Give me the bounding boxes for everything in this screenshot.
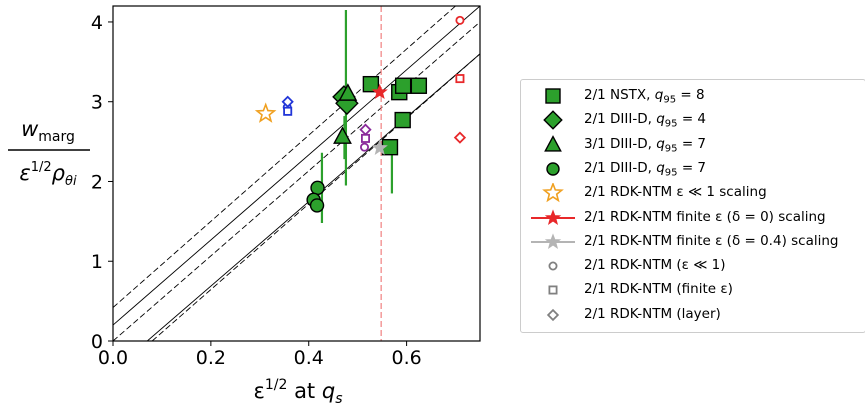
legend-marker — [548, 285, 558, 295]
x-tick-label: 0.6 — [391, 347, 421, 369]
y-tick-label: 3 — [91, 92, 103, 114]
legend-circle-icon — [546, 162, 560, 176]
legend-marker — [543, 110, 563, 131]
legend-star-open-icon — [542, 183, 564, 203]
legend-item: 2/1 RDK-NTM (ε ≪ 1) — [521, 255, 865, 277]
data-point — [362, 75, 380, 93]
legend-label: 2/1 RDK-NTM finite ε (δ = 0.4) scaling — [584, 232, 839, 249]
data-point — [453, 131, 467, 144]
legend-item: 2/1 DIII-D, q95 = 7 — [521, 158, 865, 180]
legend-item: 2/1 RDK-NTM (layer) — [521, 304, 865, 326]
reference-line — [113, 6, 456, 308]
x-tick-label: 0.0 — [98, 347, 128, 369]
legend-item: 2/1 RDK-NTM (finite ε) — [521, 279, 865, 301]
legend-item: 2/1 DIII-D, q95 = 4 — [521, 109, 865, 131]
data-point — [455, 15, 465, 25]
data-point — [455, 74, 465, 84]
legend-label: 2/1 NSTX, q95 = 8 — [584, 87, 705, 106]
legend-circle-open-icon — [548, 261, 558, 271]
legend-label: 2/1 DIII-D, q95 = 4 — [584, 111, 707, 130]
series-square — [362, 75, 428, 156]
legend-diamond-icon — [543, 110, 563, 131]
y-axis-label: wmarg ε1/2ρθi — [8, 117, 90, 189]
legend-label: 2/1 RDK-NTM ε ≪ 1 scaling — [584, 184, 767, 201]
legend-label: 3/1 DIII-D, q95 = 7 — [584, 135, 707, 155]
data-point — [360, 133, 370, 143]
legend-square-icon — [545, 88, 561, 104]
y-tick-label: 0 — [91, 331, 103, 353]
legend-triangle-icon — [544, 134, 562, 152]
y-tick-label: 4 — [91, 12, 103, 34]
legend-marker — [544, 134, 562, 152]
legend-marker — [548, 261, 558, 271]
series-star — [371, 83, 388, 100]
legend-label: 2/1 DIII-D, q95 = 7 — [584, 159, 707, 179]
y-tick-label: 2 — [91, 171, 103, 193]
x-tick-label: 0.2 — [196, 347, 226, 369]
data-point — [281, 95, 294, 108]
legend-star-icon — [544, 233, 562, 249]
legend-label: 2/1 RDK-NTM finite ε (δ = 0) scaling — [584, 208, 826, 225]
data-point — [338, 83, 358, 101]
legend-item: 2/1 RDK-NTM finite ε (δ = 0) scaling — [521, 207, 865, 229]
legend-item: 2/1 RDK-NTM ε ≪ 1 scaling — [521, 182, 865, 204]
data-point — [360, 142, 370, 152]
legend-star-icon — [544, 208, 562, 225]
legend-label: 2/1 RDK-NTM (finite ε) — [584, 281, 733, 298]
series-triangle — [333, 83, 358, 144]
legend-item: 3/1 DIII-D, q95 = 7 — [521, 134, 865, 156]
data-point — [309, 198, 325, 213]
svg-text:wmarg: wmarg — [21, 117, 75, 145]
data-point — [394, 77, 412, 94]
axis-labels: ε1/2 at qs wmarg ε1/2ρθi — [8, 117, 342, 407]
series-star-open — [254, 102, 277, 123]
legend-marker — [546, 162, 560, 176]
data-point — [283, 106, 293, 116]
legend-label: 2/1 RDK-NTM (ε ≪ 1) — [584, 257, 726, 274]
legend-marker — [531, 208, 575, 225]
legend-marker — [545, 88, 561, 104]
axes-frame — [112, 5, 481, 342]
data-point — [410, 77, 428, 94]
legend: 2/1 NSTX, q95 = 8 2/1 DIII-D, q95 = 4 3/1 … — [520, 79, 865, 333]
series-diamond-open — [281, 95, 467, 144]
series-star — [371, 139, 388, 155]
reference-lines — [113, 6, 480, 341]
data-point — [310, 180, 325, 196]
legend-diamond-open-icon — [546, 308, 560, 321]
data-point — [394, 111, 411, 129]
reference-line — [113, 6, 480, 326]
data-point — [359, 123, 372, 136]
legend-label: 2/1 RDK-NTM (layer) — [584, 305, 721, 322]
reference-line — [113, 21, 480, 341]
x-axis-label: ε1/2 at qs — [254, 377, 343, 407]
legend-marker — [546, 308, 560, 321]
plot-area — [112, 5, 481, 342]
data-point — [371, 83, 388, 100]
legend-marker — [531, 233, 575, 249]
x-tick-label: 0.4 — [294, 347, 324, 369]
legend-marker — [542, 183, 564, 203]
y-tick-label: 1 — [91, 251, 103, 273]
legend-square-open-icon — [548, 285, 558, 295]
data-point — [254, 102, 277, 123]
legend-item: 2/1 RDK-NTM finite ε (δ = 0.4) scaling — [521, 231, 865, 253]
axis-ticks: 0.0 0.2 0.4 0.6 0 1 2 3 4 — [91, 12, 422, 369]
series-circle — [306, 180, 325, 213]
legend-item: 2/1 NSTX, q95 = 8 — [521, 85, 865, 107]
data-point — [371, 139, 388, 155]
svg-text:ε1/2ρθi: ε1/2ρθi — [19, 160, 77, 189]
data-point — [333, 126, 352, 144]
